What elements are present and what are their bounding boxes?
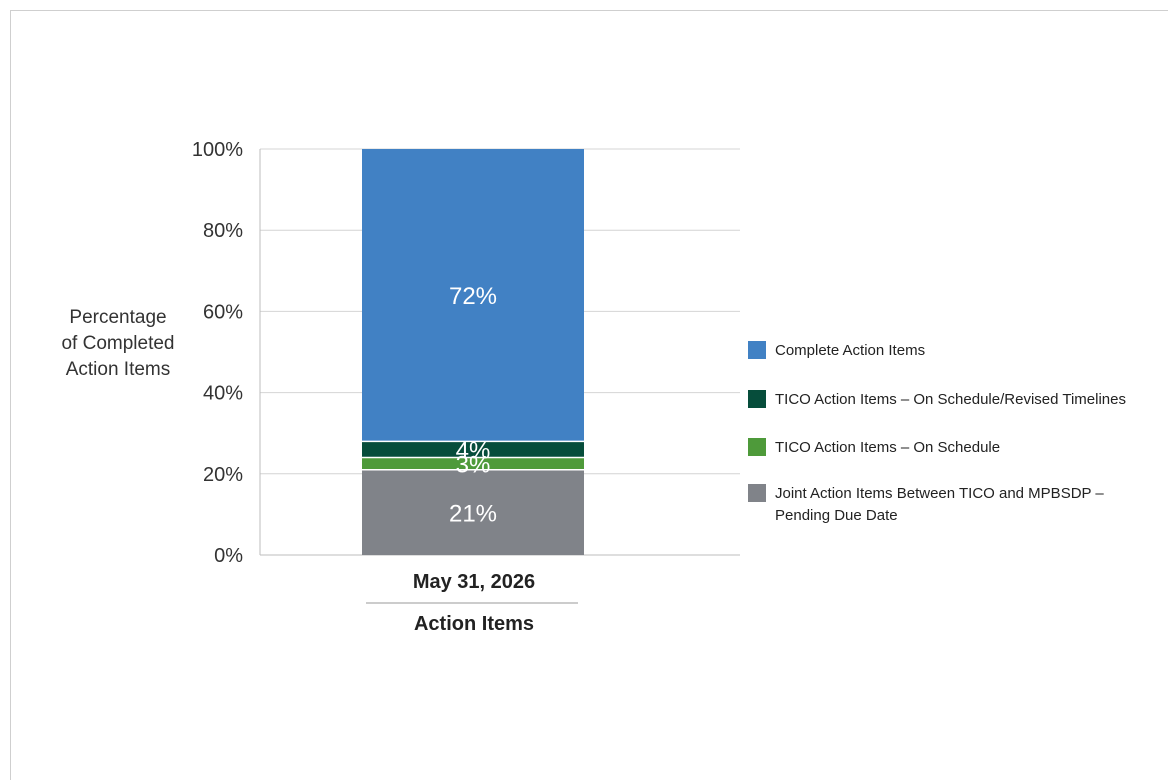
legend-label: Complete Action Items — [775, 342, 925, 359]
chart-frame — [10, 10, 1168, 780]
legend-label: TICO Action Items – On Schedule — [775, 439, 1000, 456]
bars — [362, 149, 584, 555]
legend-swatch — [748, 341, 766, 359]
legend-label-line: Pending Due Date — [775, 507, 898, 524]
y-axis-label-line: of Completed — [61, 333, 174, 354]
bar-segment — [362, 441, 584, 458]
y-tick-label: 60% — [203, 301, 243, 323]
data-label: 72% — [449, 283, 497, 310]
legend: Complete Action Items TICO Action Items –… — [748, 341, 1126, 524]
y-tick-label: 100% — [192, 139, 243, 161]
y-tick-label: 0% — [214, 545, 243, 567]
data-label: 3% — [456, 452, 491, 479]
y-axis-label-line: Percentage — [69, 307, 166, 328]
bar-segment — [362, 469, 584, 555]
category-label: May 31, 2026 — [413, 571, 535, 593]
y-axis-label: Percentage of Completed Action Items — [61, 307, 174, 380]
bar-segment — [362, 149, 584, 442]
x-axis-label: Action Items — [414, 613, 534, 635]
y-tick-label: 40% — [203, 383, 243, 405]
y-axis-label-line: Action Items — [66, 359, 171, 380]
bar-segment — [362, 457, 584, 470]
legend-swatch — [748, 438, 766, 456]
legend-swatch — [748, 484, 766, 502]
data-label: 21% — [449, 500, 497, 527]
data-label: 4% — [456, 437, 491, 464]
legend-label-line: Joint Action Items Between TICO and MPBS… — [775, 485, 1104, 502]
legend-swatch — [748, 390, 766, 408]
y-tick-label: 80% — [203, 220, 243, 242]
legend-label: Joint Action Items Between TICO and MPBS… — [775, 485, 1104, 524]
legend-label: TICO Action Items – On Schedule/Revised … — [775, 391, 1126, 408]
bar-labels: 21% 3%4% 72% — [449, 283, 497, 527]
y-tick-label: 20% — [203, 464, 243, 486]
